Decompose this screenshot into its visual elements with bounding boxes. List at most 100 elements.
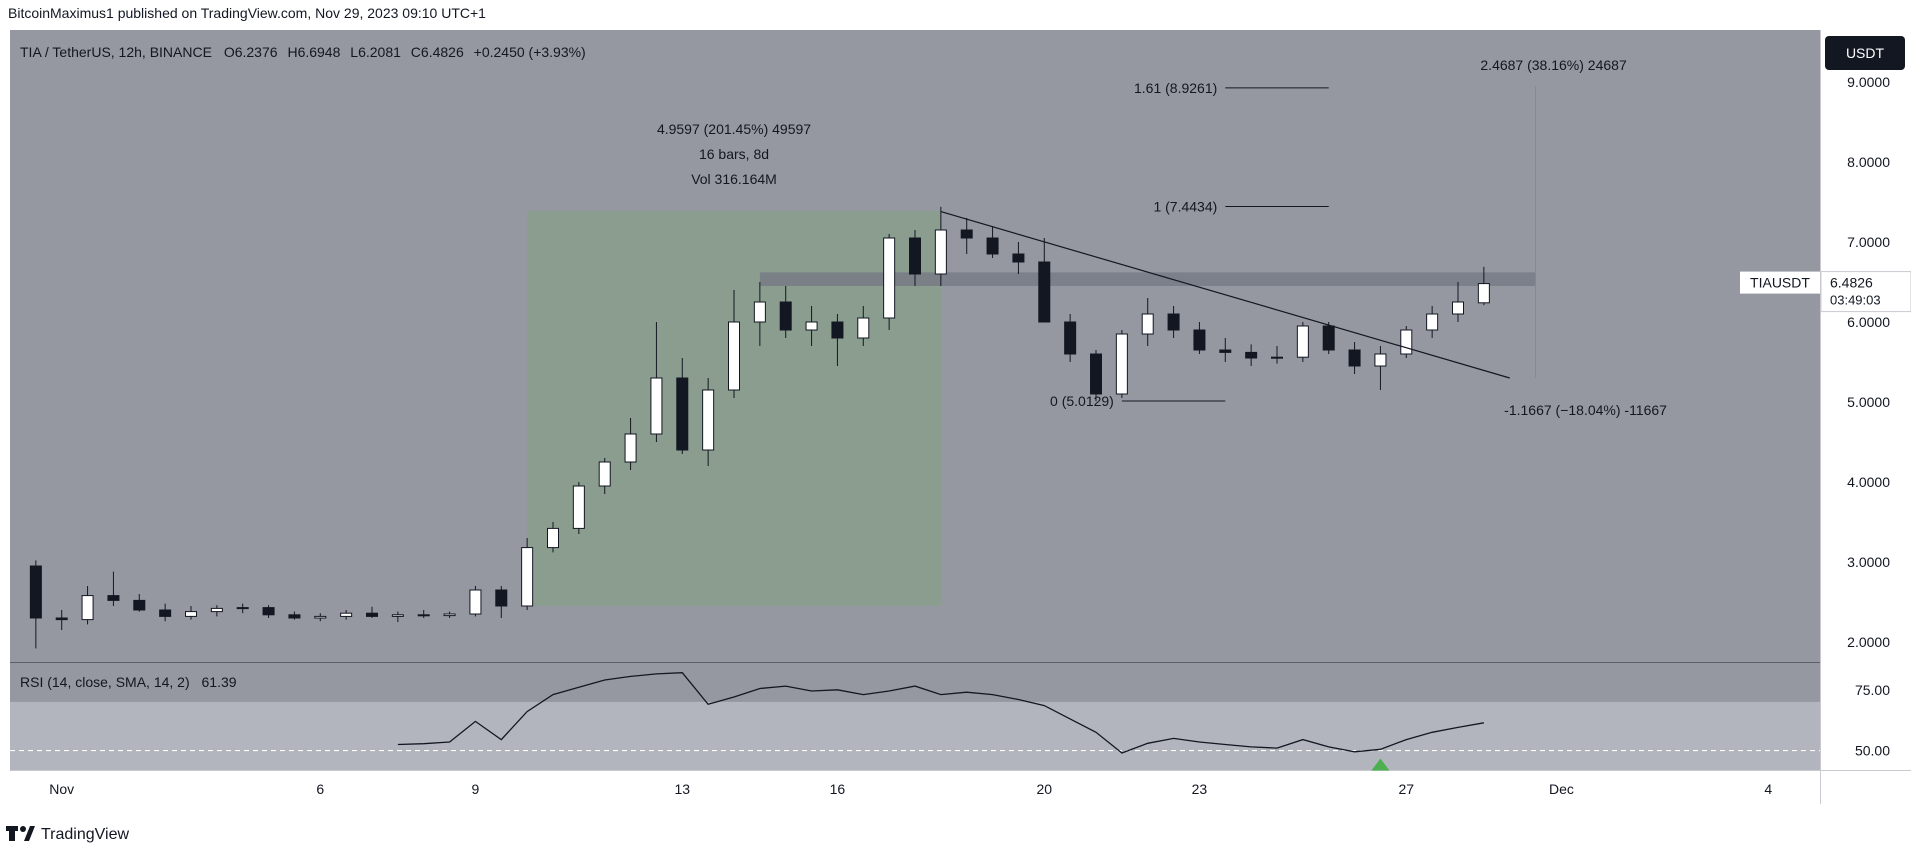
candle xyxy=(236,603,249,614)
candle-body-up xyxy=(391,614,404,617)
range-box xyxy=(527,210,941,607)
price-tick-label: 7.0000 xyxy=(1847,234,1890,250)
candle-body-up xyxy=(443,613,456,617)
candle xyxy=(1038,238,1051,323)
candle-body-down xyxy=(960,229,973,239)
close-label: C xyxy=(411,44,421,60)
open-value: 6.2376 xyxy=(235,44,278,60)
candle xyxy=(857,306,870,346)
candle xyxy=(29,560,42,649)
price-tag-bg xyxy=(1820,271,1911,313)
time-tick-label: Dec xyxy=(1549,781,1574,797)
candle-body-down xyxy=(366,612,378,617)
candle-body-up xyxy=(81,595,94,621)
candle xyxy=(1452,282,1464,322)
candle-body-up xyxy=(1477,283,1490,304)
low-value: 6.2081 xyxy=(358,44,401,60)
candle xyxy=(572,482,585,534)
candle xyxy=(1064,314,1077,362)
candle-body-up xyxy=(236,607,249,610)
price-tick-label: 8.0000 xyxy=(1847,154,1890,170)
candle xyxy=(753,282,766,346)
candle-body-up xyxy=(883,237,896,319)
candle-body-up xyxy=(521,547,534,607)
candle-body-up xyxy=(1141,313,1154,335)
time-tick-label: 16 xyxy=(830,781,846,797)
symbol-tag-label: TIAUSDT xyxy=(1750,275,1810,291)
candle-body-down xyxy=(1038,261,1051,323)
time-tick-label: 13 xyxy=(674,781,690,797)
candle-body-up xyxy=(728,321,740,391)
candle-body-up xyxy=(1374,353,1387,367)
candle-body-down xyxy=(779,301,792,331)
time-axis: Nov 6 9 13 16 20 23 27 Dec 4 xyxy=(49,781,1772,797)
candle xyxy=(960,218,973,254)
candle-body-up xyxy=(1452,301,1464,315)
price-tick-label: 2.0000 xyxy=(1847,634,1890,650)
price-tag: TIAUSDT 6.4826 03:49:03 xyxy=(1740,271,1911,313)
candle-body-down xyxy=(133,599,146,611)
price-tick-label: 9.0000 xyxy=(1847,74,1890,90)
currency-button[interactable]: USDT xyxy=(1825,36,1905,70)
candle xyxy=(676,358,689,454)
candle-body-down xyxy=(1090,353,1102,395)
price-tick-label: 4.0000 xyxy=(1847,474,1890,490)
currency-button-label[interactable]: USDT xyxy=(1846,45,1885,61)
candle-body-up xyxy=(1400,329,1413,355)
published-by: BitcoinMaximus1 published on TradingView… xyxy=(8,5,486,21)
time-tick-label: 20 xyxy=(1036,781,1052,797)
measure-up-label: 2.4687 (38.16%) 24687 xyxy=(1480,57,1627,73)
candle-body-up xyxy=(598,461,611,487)
rsi-value: 61.39 xyxy=(202,674,237,690)
candle xyxy=(831,314,844,366)
symbol-title: TIA / TetherUS, 12h, BINANCE xyxy=(20,44,212,60)
candle xyxy=(1219,338,1232,362)
candle-body-down xyxy=(1322,325,1335,351)
candle xyxy=(133,594,146,612)
candle-body-down xyxy=(29,565,42,619)
candle-body-up xyxy=(857,317,870,339)
candle-body-up xyxy=(805,321,818,331)
candle-body-up xyxy=(1296,325,1309,358)
high-value: 6.6948 xyxy=(298,44,341,60)
candle xyxy=(986,226,999,258)
change-value: +0.2450 (+3.93%) xyxy=(474,44,586,60)
candle xyxy=(469,586,482,617)
candle xyxy=(55,610,68,630)
candle-body-up xyxy=(469,589,482,615)
currency-button-bg[interactable] xyxy=(1825,36,1905,70)
candle xyxy=(883,234,896,330)
candle-body-up xyxy=(1426,313,1439,331)
candle-body-up xyxy=(934,229,947,275)
candle xyxy=(1348,342,1361,374)
tradingview-logo-icon xyxy=(6,826,35,841)
tradingview-logo[interactable]: TradingView xyxy=(6,826,129,843)
price-tick-label: 3.0000 xyxy=(1847,554,1890,570)
candle xyxy=(521,538,534,610)
candle-body-down xyxy=(676,377,689,451)
candle-body-down xyxy=(159,609,172,617)
candle-body-down xyxy=(1012,253,1025,263)
candle xyxy=(598,458,611,494)
candle xyxy=(495,586,508,618)
candle xyxy=(1090,350,1102,402)
candle-body-down xyxy=(55,617,68,621)
candle xyxy=(366,606,378,618)
annotations-back xyxy=(527,210,1536,607)
price-axis-background xyxy=(1820,30,1911,770)
candles xyxy=(29,206,1490,649)
candle xyxy=(391,611,404,622)
candle-body-up xyxy=(340,612,353,617)
candle-body-down xyxy=(495,589,508,607)
candle xyxy=(650,322,663,442)
candle xyxy=(288,611,301,620)
candle-body-down xyxy=(1167,313,1180,331)
time-tick-label: Nov xyxy=(49,781,74,797)
time-tick-label: 4 xyxy=(1764,781,1772,797)
rsi-signal-arrow xyxy=(1371,758,1390,771)
candle xyxy=(1426,306,1439,338)
rsi-tick-label: 50.00 xyxy=(1855,743,1890,759)
annotations-front: 4.9597 (201.45%) 49597 16 bars, 8d Vol 316… xyxy=(657,57,1667,418)
price-axis: 2.0000 3.0000 4.0000 5.0000 6.0000 7.0000 8.00… xyxy=(1847,74,1890,650)
price-tick-label: 5.0000 xyxy=(1847,394,1890,410)
